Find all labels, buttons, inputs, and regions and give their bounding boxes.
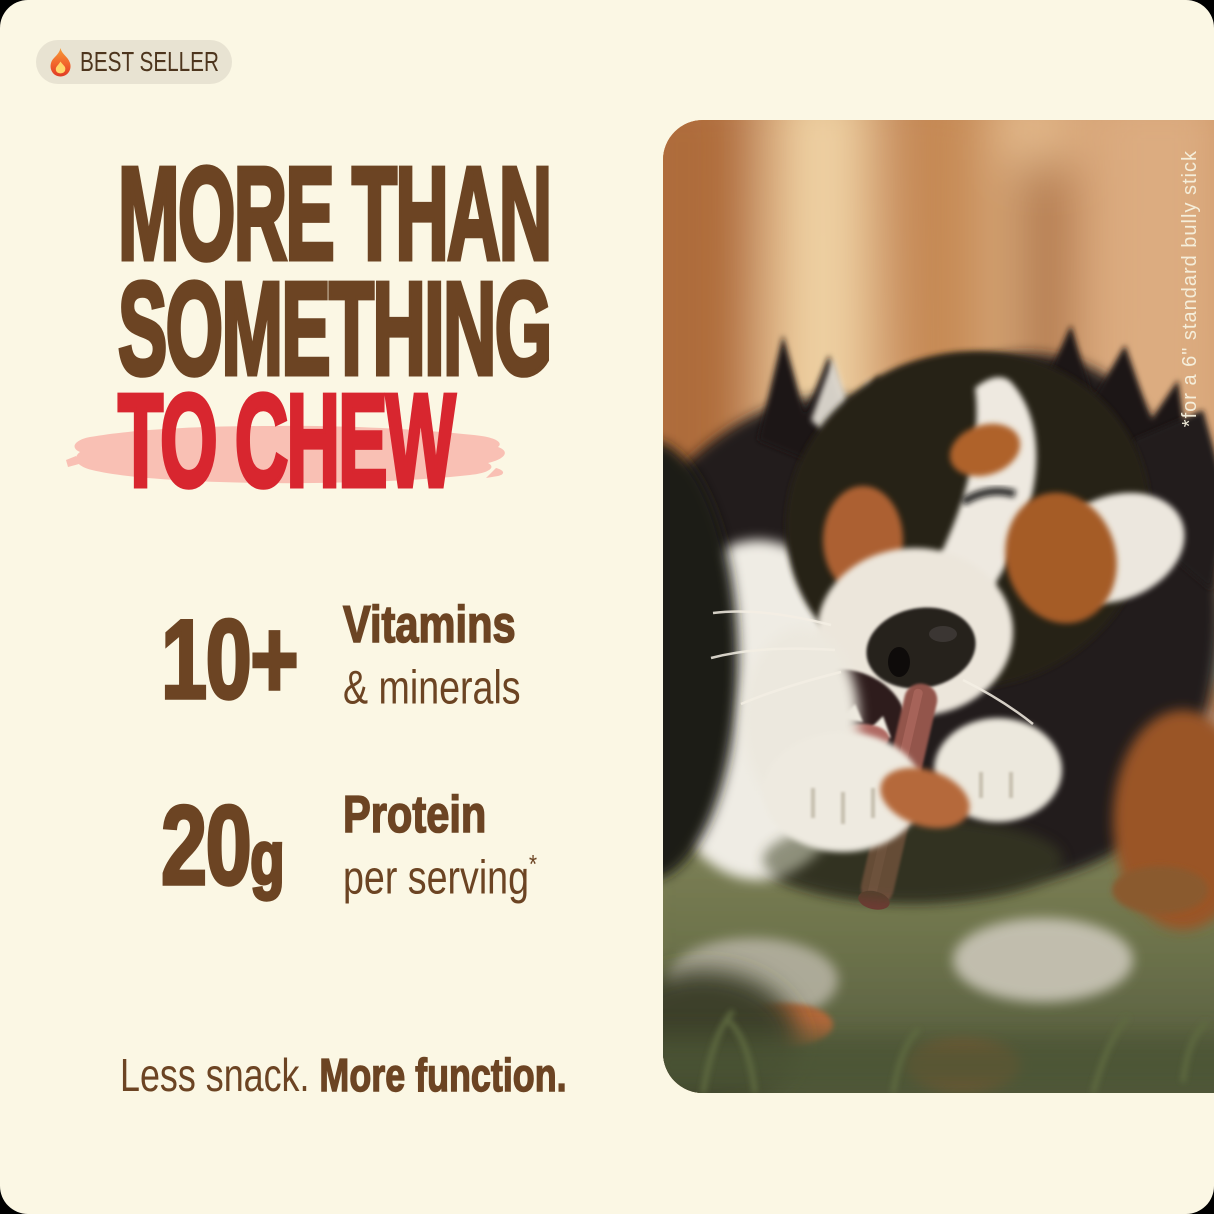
foreground-grass — [663, 767, 1214, 1093]
stat-protein-value: 20g — [160, 783, 286, 908]
stat-vitamins-subtitle: & minerals — [343, 660, 521, 714]
headline-line-1: MORE THAN — [117, 140, 554, 287]
stat-protein-title: Protein — [342, 786, 487, 844]
tagline: Less snack. More function. — [120, 1048, 567, 1101]
headline-line-2: SOMETHING — [117, 255, 554, 402]
dog — [663, 325, 1214, 930]
stat-protein-subtitle: per serving* — [343, 850, 538, 904]
dog-tan-brow — [949, 423, 1021, 477]
whiskers — [710, 610, 1034, 725]
stat-vitamins-title: Vitamins — [342, 596, 516, 654]
headline-line-3: TO CHEW — [117, 367, 457, 514]
fire-icon — [50, 47, 71, 76]
dog-photo-illustration — [663, 120, 1214, 1093]
stat-vitamins-value: 10+ — [160, 597, 300, 722]
orange-leaf — [880, 767, 970, 829]
best-seller-badge: BEST SELLER — [36, 40, 232, 84]
best-seller-label: BEST SELLER — [80, 46, 219, 77]
dog-closed-eye — [960, 487, 1017, 506]
pink-brush-stroke — [66, 425, 505, 484]
footnote-bully-stick: *for a 6" standard bully stick — [1179, 150, 1201, 428]
product-photo: *for a 6" standard bully stick — [663, 120, 1214, 1093]
paw-toes — [811, 772, 1013, 824]
stat-vitamins-text: Vitamins & minerals — [342, 596, 521, 714]
stat-protein-text: Protein per serving* — [342, 786, 538, 904]
